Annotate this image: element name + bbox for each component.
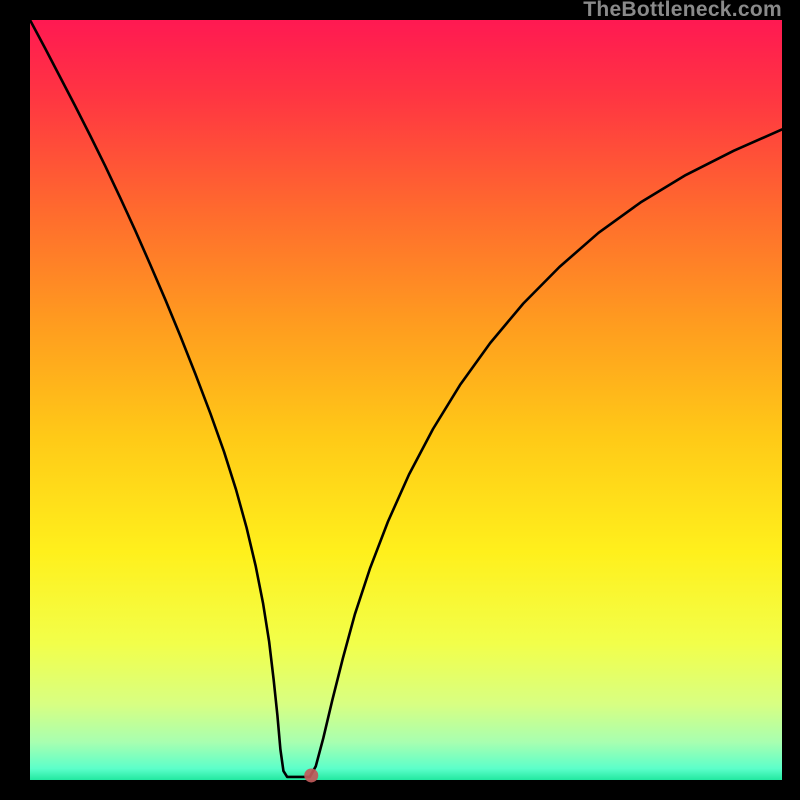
bottleneck-curve xyxy=(0,0,800,800)
chart-frame: TheBottleneck.com xyxy=(0,0,800,800)
watermark-text: TheBottleneck.com xyxy=(583,0,782,22)
curve-path xyxy=(30,20,782,777)
minimum-marker xyxy=(304,768,318,782)
